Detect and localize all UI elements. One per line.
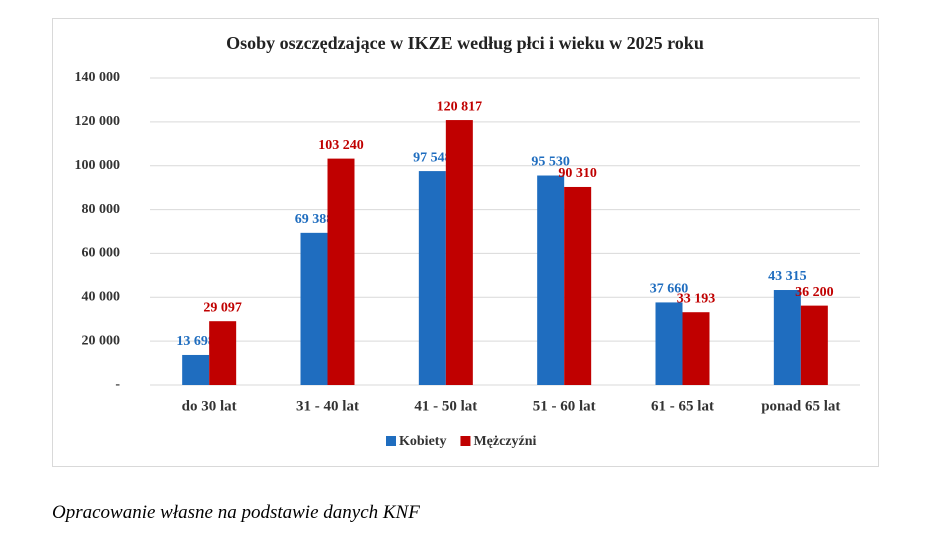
x-tick-label: 31 - 40 lat bbox=[296, 398, 359, 414]
value-label: 36 200 bbox=[795, 285, 834, 300]
value-label: 103 240 bbox=[318, 138, 364, 153]
value-label: 43 315 bbox=[768, 269, 807, 284]
value-label: 95 530 bbox=[531, 155, 570, 170]
x-tick-label: ponad 65 lat bbox=[761, 398, 840, 414]
legend-label: Kobiety bbox=[399, 434, 446, 449]
value-label: 97 548 bbox=[413, 150, 452, 165]
y-tick-label: 40 000 bbox=[82, 290, 121, 305]
bar bbox=[445, 120, 473, 385]
bar bbox=[182, 354, 210, 385]
chart: Osoby oszczędzające w IKZE według płci i… bbox=[52, 18, 879, 467]
value-label: 37 660 bbox=[650, 282, 689, 297]
caption: Opracowanie własne na podstawie danych K… bbox=[52, 502, 420, 523]
y-tick-label: 100 000 bbox=[75, 158, 121, 173]
y-tick-label: 60 000 bbox=[82, 246, 121, 261]
y-tick-label: 80 000 bbox=[82, 202, 121, 217]
value-label: 29 097 bbox=[203, 300, 242, 315]
y-tick-label: 120 000 bbox=[75, 114, 121, 129]
legend-swatch bbox=[460, 436, 471, 446]
x-tick-label: 41 - 50 lat bbox=[414, 398, 477, 414]
y-tick-label: 20 000 bbox=[82, 333, 121, 348]
x-tick-label: 51 - 60 lat bbox=[533, 398, 596, 414]
bar bbox=[800, 305, 828, 385]
value-label: 90 310 bbox=[558, 166, 597, 181]
bar bbox=[300, 232, 328, 385]
y-tick-label: - bbox=[115, 377, 120, 392]
bar bbox=[209, 321, 237, 385]
value-label: 33 193 bbox=[677, 291, 716, 306]
value-label: 120 817 bbox=[437, 99, 483, 114]
bar bbox=[327, 158, 355, 385]
bar bbox=[418, 171, 446, 385]
bar bbox=[773, 290, 801, 385]
legend-swatch bbox=[386, 436, 396, 446]
bar bbox=[682, 312, 710, 385]
chart-title: Osoby oszczędzające w IKZE według płci i… bbox=[226, 33, 704, 53]
bar bbox=[655, 302, 683, 385]
x-tick-label: do 30 lat bbox=[182, 398, 237, 414]
x-tick-label: 61 - 65 lat bbox=[651, 398, 714, 414]
value-label: 13 698 bbox=[176, 334, 215, 349]
y-tick-label: 140 000 bbox=[75, 70, 121, 85]
bar bbox=[537, 175, 565, 385]
bar bbox=[564, 186, 592, 385]
legend-label: Mężczyźni bbox=[473, 434, 536, 449]
value-label: 69 388 bbox=[295, 212, 334, 227]
